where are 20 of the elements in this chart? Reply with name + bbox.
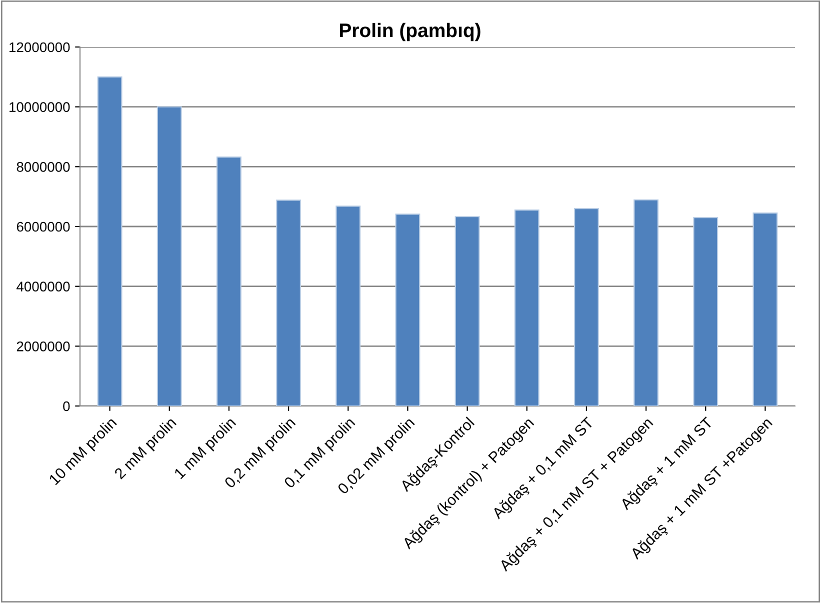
bar bbox=[156, 106, 182, 406]
y-tick-label: 2000000 bbox=[16, 342, 70, 352]
y-tick-label: 4000000 bbox=[16, 282, 70, 292]
bar bbox=[514, 209, 540, 406]
y-tick-label: 6000000 bbox=[16, 222, 70, 232]
bar bbox=[276, 200, 302, 406]
y-tick-label: 12000000 bbox=[10, 42, 70, 52]
bar bbox=[693, 216, 718, 406]
bar bbox=[216, 156, 242, 406]
chart-title: Prolin (pambıq) bbox=[340, 22, 480, 42]
bar bbox=[97, 76, 122, 406]
bar bbox=[336, 206, 361, 406]
bar bbox=[634, 199, 659, 406]
y-tick-label: 0 bbox=[63, 401, 70, 412]
bar bbox=[454, 216, 480, 406]
bar bbox=[752, 212, 778, 406]
bar bbox=[574, 208, 599, 406]
bar bbox=[395, 214, 420, 406]
y-tick-label: 10000000 bbox=[10, 102, 70, 112]
y-tick-label: 8000000 bbox=[16, 162, 70, 172]
